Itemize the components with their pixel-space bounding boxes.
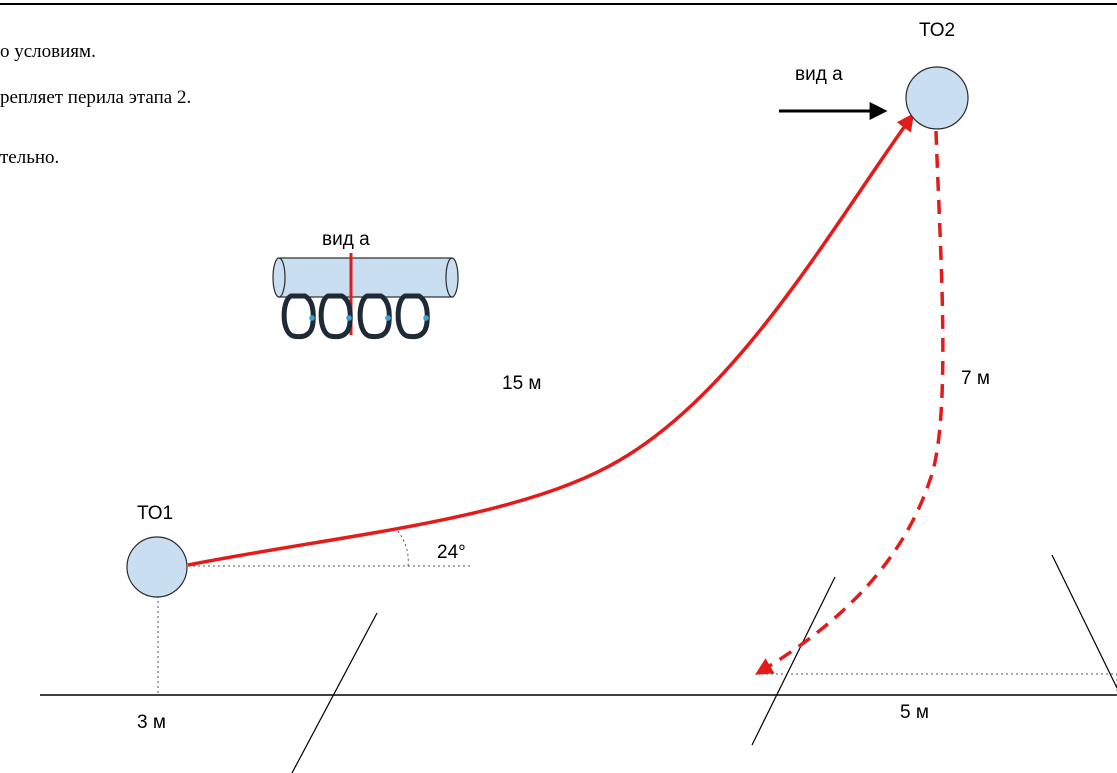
to2-node xyxy=(905,66,969,130)
to2-label: ТО2 xyxy=(919,20,955,41)
carabiner-icon xyxy=(395,293,430,340)
to1-label: ТО1 xyxy=(137,503,173,524)
distance-5-label: 5 м xyxy=(900,702,929,723)
rope-to1-to2 xyxy=(187,113,915,567)
view-a-top-label: вид а xyxy=(795,64,843,85)
boundary-line-left xyxy=(291,612,378,773)
carabiner-icon xyxy=(281,293,316,340)
length-15-label: 15 м xyxy=(502,373,541,394)
carabiner-icon xyxy=(357,293,392,340)
inset-cylinder-end-right xyxy=(445,257,459,298)
text-fragment-1: о условиям. xyxy=(0,41,96,62)
inset-cylinder-end-left xyxy=(272,257,286,298)
rope-to2-descent xyxy=(754,130,945,675)
carabiner-icon xyxy=(318,293,353,340)
inset-cylinder xyxy=(278,257,453,298)
text-fragment-3: тельно. xyxy=(0,147,60,168)
to1-node xyxy=(126,536,188,598)
distance-3-label: 3 м xyxy=(137,712,166,733)
view-a-inset-label: вид а xyxy=(322,229,370,250)
angle-arc xyxy=(397,530,409,567)
view-a-inset-illustration xyxy=(272,253,459,340)
boundary-line-mid xyxy=(751,576,836,746)
length-7-label: 7 м xyxy=(961,368,990,389)
text-fragment-2: репляет перила этапа 2. xyxy=(0,87,192,108)
boundary-line-right xyxy=(1051,554,1117,689)
angle-label: 24° xyxy=(437,542,466,563)
